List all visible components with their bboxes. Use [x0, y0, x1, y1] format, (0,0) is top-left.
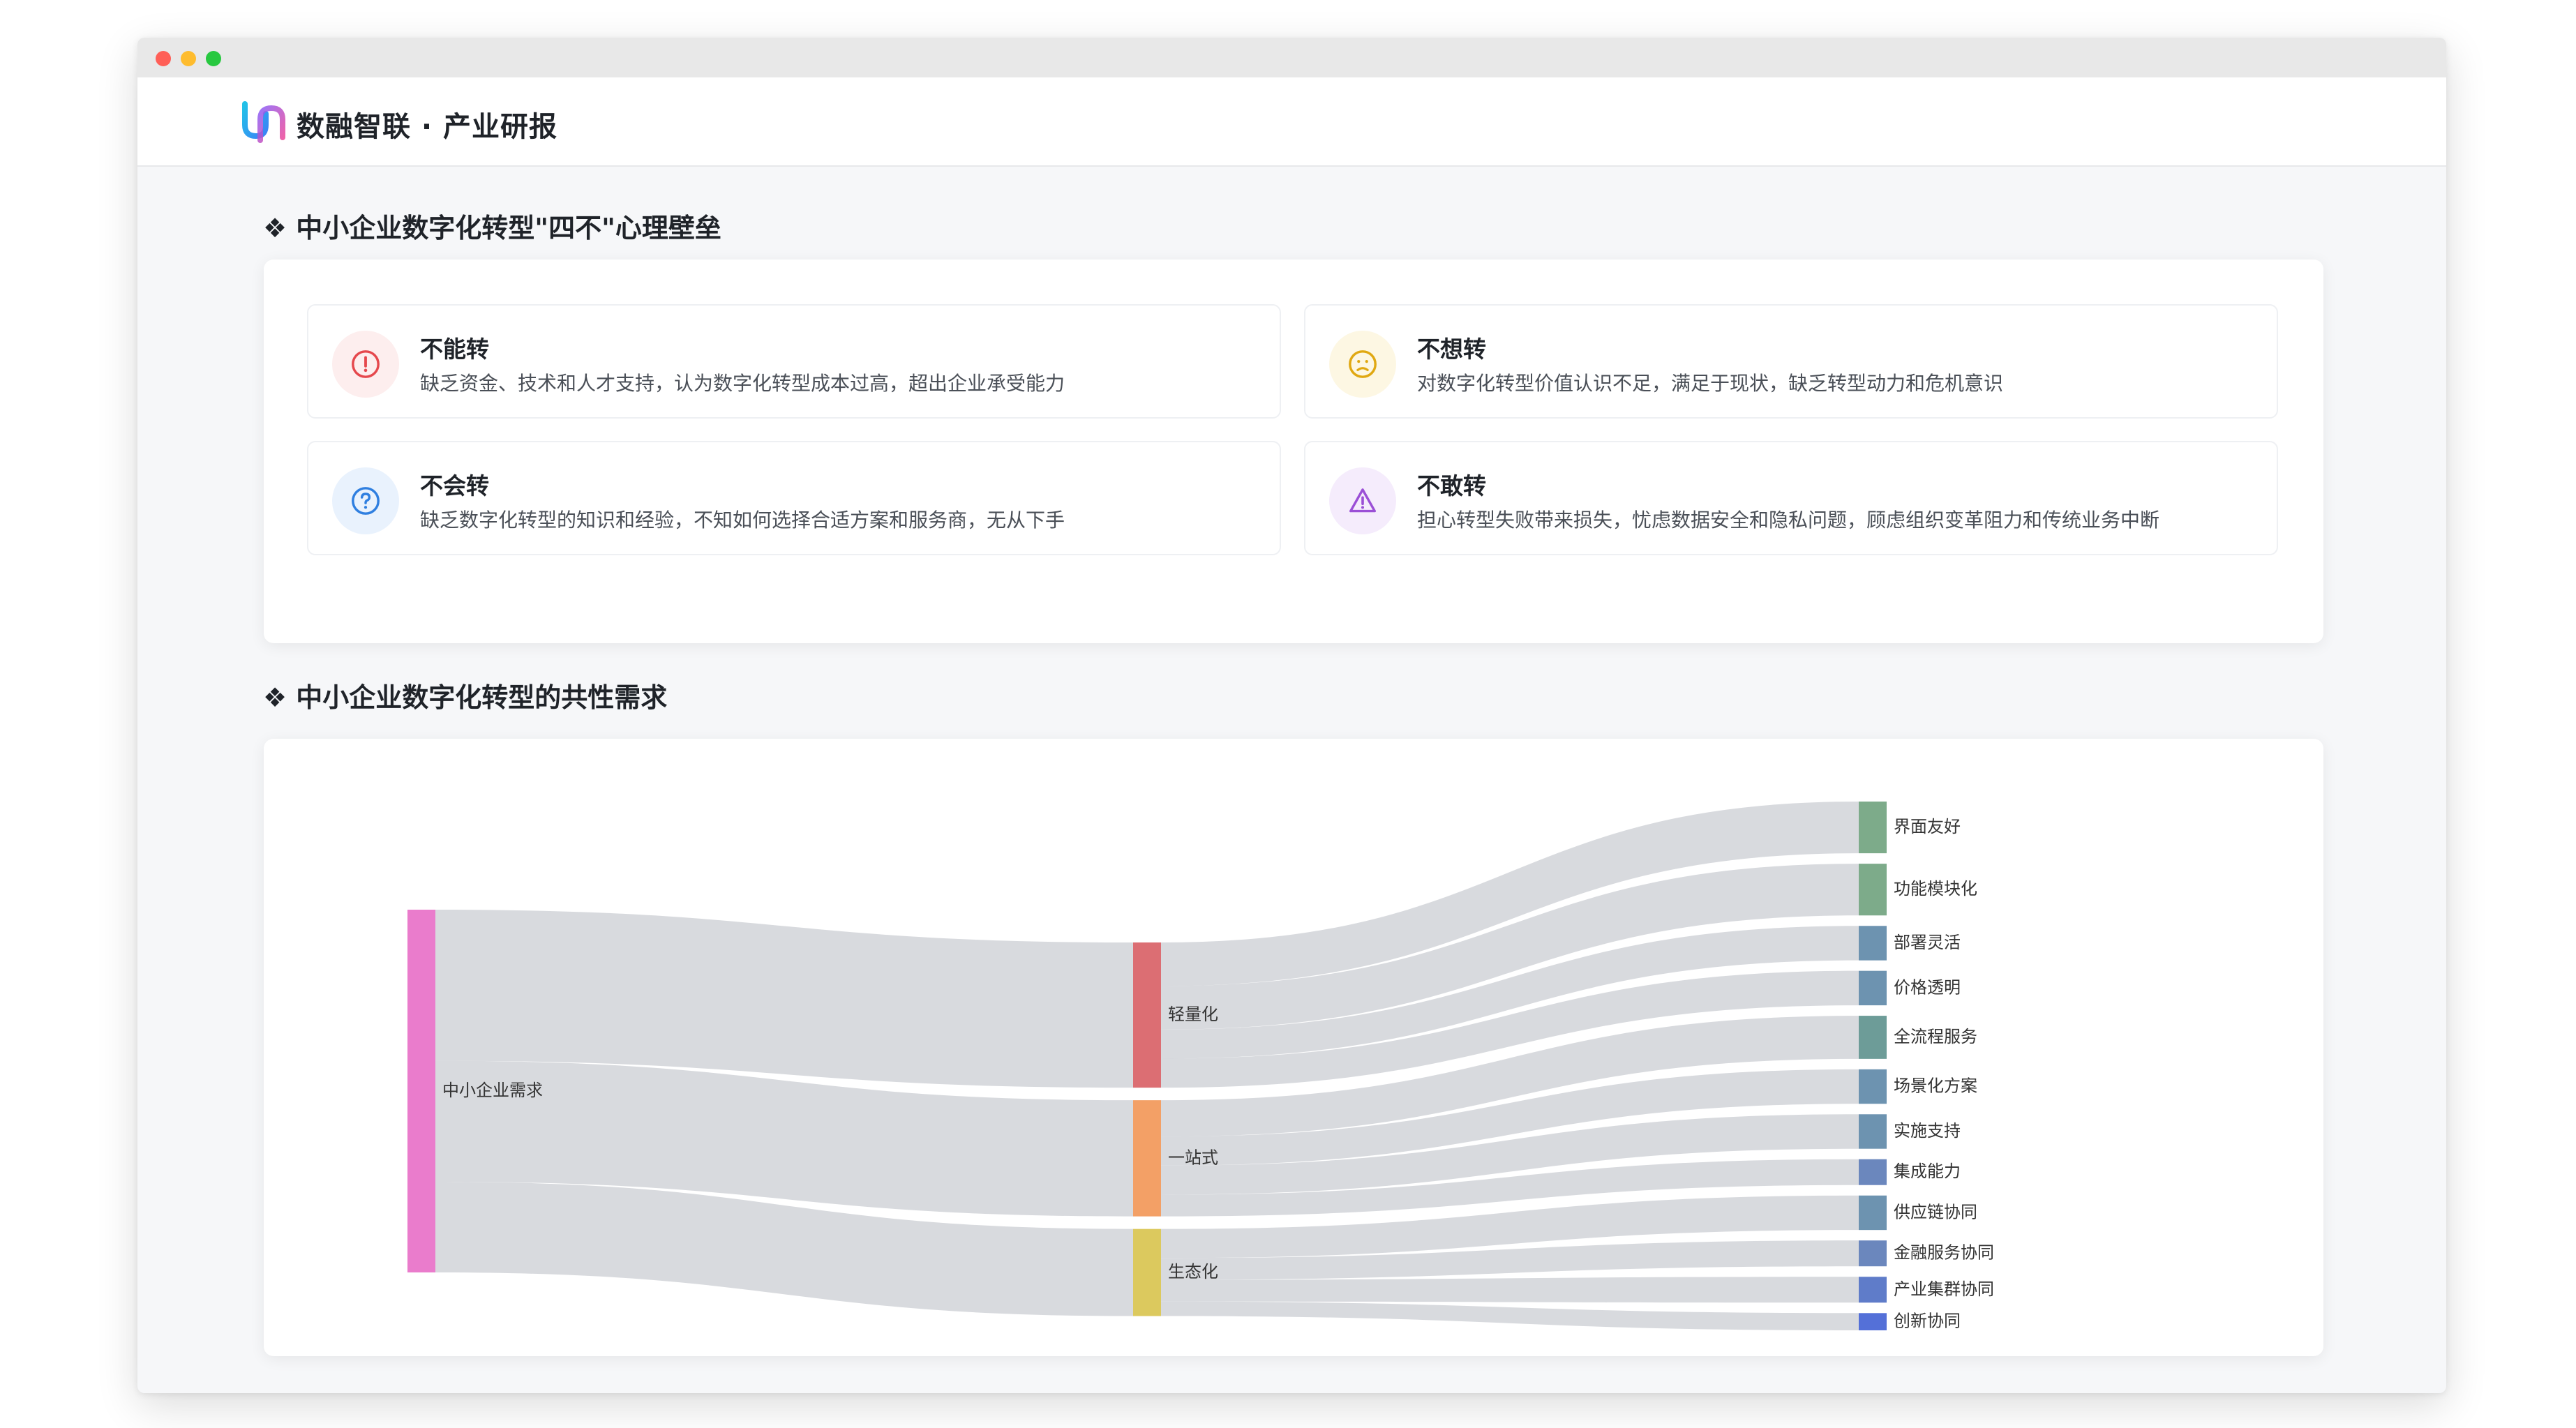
sankey-node-label-1: 轻量化: [1168, 1005, 1218, 1024]
brand-logo-icon[interactable]: [239, 98, 288, 144]
question-circle-icon: [332, 467, 399, 534]
sankey-link-9[interactable]: [1161, 1114, 1859, 1195]
sankey-node-15[interactable]: [1859, 1313, 1887, 1330]
barrier-card-desc: 担心转型失败带来损失，忧虑数据安全和隐私问题，顾虑组织变革阻力和传统业务中断: [1417, 509, 2160, 532]
sankey-node-1[interactable]: [1133, 942, 1161, 1088]
close-window-button[interactable]: [156, 51, 171, 66]
sankey-link-5[interactable]: [1161, 926, 1859, 1059]
needs-section-title: ❖ 中小企业数字化转型的共性需求: [263, 682, 668, 713]
sankey-link-12[interactable]: [1161, 1240, 1859, 1280]
sankey-node-label-8: 全流程服务: [1894, 1027, 1977, 1046]
sankey-node-label-6: 部署灵活: [1894, 933, 1961, 952]
sankey-link-6[interactable]: [1161, 970, 1859, 1088]
frown-face-icon: [1329, 331, 1396, 398]
sankey-node-label-5: 功能模块化: [1894, 879, 1977, 899]
barrier-card-cannot: 不能转 缺乏资金、技术和人才支持，认为数字化转型成本过高，超出企业承受能力: [307, 304, 1281, 419]
barrier-card-unable: 不会转 缺乏数字化转型的知识和经验，不知如何选择合适方案和服务商，无从下手: [307, 441, 1281, 555]
browser-window: 数融智联 · 产业研报 ❖ 中小企业数字化转型"四不"心理壁垒 不能转 缺乏资金…: [137, 38, 2446, 1393]
sankey-node-2[interactable]: [1133, 1100, 1161, 1217]
sankey-node-5[interactable]: [1859, 864, 1887, 916]
sankey-link-10[interactable]: [1161, 1159, 1859, 1217]
barrier-card-title: 不想转: [1417, 336, 1486, 363]
sankey-node-0[interactable]: [407, 910, 435, 1272]
sankey-node-label-2: 一站式: [1168, 1148, 1218, 1167]
sankey-node-4[interactable]: [1859, 802, 1887, 854]
sankey-node-label-9: 场景化方案: [1894, 1076, 1977, 1096]
sankey-link-7[interactable]: [1161, 1016, 1859, 1137]
barrier-card-desc: 缺乏资金、技术和人才支持，认为数字化转型成本过高，超出企业承受能力: [420, 372, 1065, 395]
sankey-node-7[interactable]: [1859, 970, 1887, 1006]
app-header: 数融智联 · 产业研报: [137, 77, 2446, 167]
warning-triangle-icon: [1329, 467, 1396, 534]
sankey-link-4[interactable]: [1161, 864, 1859, 1030]
sankey-node-label-14: 产业集群协同: [1894, 1279, 1994, 1299]
sankey-node-9[interactable]: [1859, 1069, 1887, 1104]
barrier-card-desc: 对数字化转型价值认识不足，满足于现状，缺乏转型动力和危机意识: [1417, 372, 2004, 395]
sankey-link-3[interactable]: [1161, 802, 1859, 986]
sankey-link-0[interactable]: [435, 910, 1133, 1088]
brand-title: 数融智联 · 产业研报: [297, 111, 558, 143]
sankey-link-1[interactable]: [435, 1060, 1133, 1217]
barriers-panel: 不能转 缺乏资金、技术和人才支持，认为数字化转型成本过高，超出企业承受能力 不想…: [264, 260, 2323, 643]
barrier-card-title: 不能转: [420, 336, 489, 363]
barrier-card-afraid: 不敢转 担心转型失败带来损失，忧虑数据安全和隐私问题，顾虑组织变革阻力和传统业务…: [1304, 441, 2278, 555]
sankey-node-13[interactable]: [1859, 1240, 1887, 1267]
minimize-window-button[interactable]: [181, 51, 196, 66]
barrier-card-desc: 缺乏数字化转型的知识和经验，不知如何选择合适方案和服务商，无从下手: [420, 509, 1065, 532]
maximize-window-button[interactable]: [206, 51, 221, 66]
sankey-node-label-10: 实施支持: [1894, 1121, 1961, 1141]
sankey-link-14[interactable]: [1161, 1301, 1859, 1330]
window-titlebar: [137, 38, 2446, 77]
barrier-card-unwilling: 不想转 对数字化转型价值认识不足，满足于现状，缺乏转型动力和危机意识: [1304, 304, 2278, 419]
barrier-card-title: 不会转: [420, 472, 489, 499]
sankey-node-label-0: 中小企业需求: [442, 1081, 543, 1100]
sankey-node-label-12: 供应链协同: [1894, 1202, 1977, 1222]
barriers-section-title: ❖ 中小企业数字化转型"四不"心理壁垒: [263, 213, 721, 243]
sankey-node-label-13: 金融服务协同: [1894, 1243, 1994, 1263]
barrier-card-title: 不敢转: [1417, 472, 1486, 499]
sankey-node-label-3: 生态化: [1168, 1262, 1218, 1282]
sankey-link-8[interactable]: [1161, 1069, 1859, 1166]
alert-circle-icon: [332, 331, 399, 398]
sankey-node-3[interactable]: [1133, 1228, 1161, 1316]
sankey-node-label-4: 界面友好: [1894, 817, 1961, 836]
sankey-node-label-7: 价格透明: [1894, 977, 1961, 997]
sankey-node-label-15: 创新协同: [1894, 1311, 1961, 1331]
sankey-node-12[interactable]: [1859, 1195, 1887, 1231]
sankey-node-8[interactable]: [1859, 1016, 1887, 1059]
sankey-link-13[interactable]: [1161, 1277, 1859, 1303]
sankey-link-11[interactable]: [1161, 1195, 1859, 1258]
sankey-node-label-11: 集成能力: [1894, 1162, 1961, 1181]
sankey-node-6[interactable]: [1859, 926, 1887, 961]
sankey-node-14[interactable]: [1859, 1277, 1887, 1303]
needs-chart-panel: 中小企业需求 轻量化一站式生态化 界面友好功能模块化部署灵活价格透明全流程服务场景化…: [264, 739, 2323, 1356]
sankey-node-10[interactable]: [1859, 1114, 1887, 1149]
sankey-node-11[interactable]: [1859, 1159, 1887, 1185]
sankey-link-2[interactable]: [435, 1182, 1133, 1316]
